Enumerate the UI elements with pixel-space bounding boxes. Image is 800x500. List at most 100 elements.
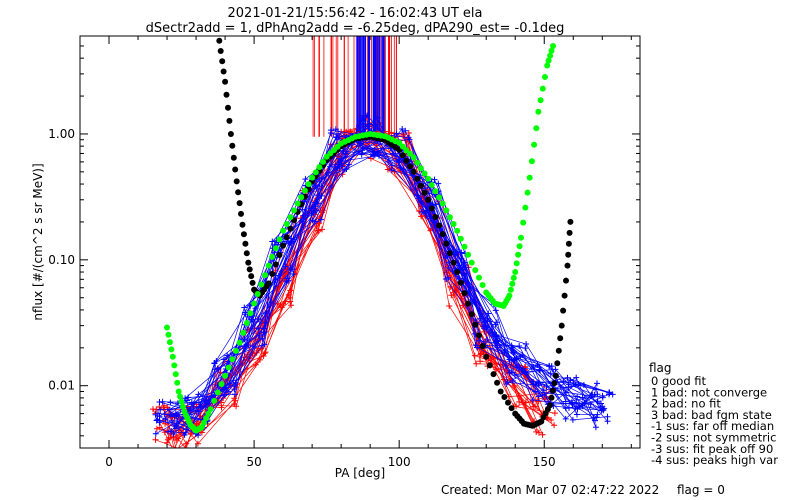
y-tick-label: 0.01 (48, 379, 75, 393)
chart-title-line2: dSectr2add = 1, dPhAng2add = -6.25deg, d… (146, 21, 565, 36)
series-red-marker (198, 429, 205, 436)
series-blue-marker (483, 324, 490, 331)
series-red-marker (477, 358, 484, 365)
series-black-point (472, 321, 479, 328)
series-black-point (446, 250, 453, 257)
series-green-point (507, 286, 514, 293)
series-green-point (301, 187, 308, 194)
series-green-point (214, 389, 221, 396)
series-black-point (227, 131, 234, 137)
series-black-point (436, 222, 443, 229)
series-blue-marker (435, 180, 442, 187)
series-red-marker (277, 302, 284, 308)
series-blue-marker (241, 336, 248, 343)
series-green-point (218, 381, 225, 388)
series-green-point (533, 125, 540, 132)
series-black-point (443, 240, 450, 247)
series-green (164, 43, 556, 434)
series-red (150, 36, 558, 448)
series-black (216, 37, 574, 429)
series-green-point (211, 397, 218, 404)
series-green-point (166, 339, 173, 346)
series-blue-marker (474, 344, 481, 351)
series-green-point (240, 329, 247, 336)
series-green-point (443, 207, 450, 214)
series-green-point (174, 379, 181, 386)
series-red-marker (150, 406, 156, 413)
series-green-point (524, 189, 531, 196)
series-blue-marker (574, 411, 580, 418)
series-black-point (236, 200, 243, 207)
series-red-marker (548, 417, 555, 423)
series-green-point (175, 388, 182, 395)
series-black-point (465, 300, 472, 307)
series-blue-marker (269, 238, 276, 245)
series-black-point (454, 269, 461, 275)
series-blue-marker (318, 192, 325, 199)
series-blue-marker (388, 167, 395, 174)
series-black-point (269, 270, 276, 277)
series-blue-marker (167, 399, 174, 406)
series-black-point (558, 322, 565, 329)
series-green-point (446, 214, 453, 221)
series-green-point (472, 267, 479, 274)
series-red-marker (400, 133, 407, 139)
series-black-point (235, 189, 242, 196)
series-black-point (468, 311, 475, 318)
series-black-point (225, 104, 231, 111)
series-blue-marker (371, 148, 378, 155)
y-tick-label: 0.10 (48, 253, 75, 267)
legend-item: -3 sus: fit peak off 90 (651, 442, 773, 456)
series-blue-marker (445, 274, 452, 281)
series-black-point (494, 379, 501, 386)
series-blue-marker (573, 374, 580, 381)
series-blue-marker (232, 391, 238, 398)
series-layer (150, 36, 616, 448)
series-black-point (551, 380, 558, 387)
series-black-point (428, 205, 435, 212)
series-blue-marker (591, 391, 598, 398)
series-green-point (177, 393, 184, 400)
series-black-point (563, 277, 569, 284)
legend-item: 3 bad: bad fgm state (651, 408, 772, 422)
series-black-point (497, 388, 504, 395)
series-blue-marker (169, 417, 175, 424)
series-black-point (508, 405, 515, 412)
series-blue-marker (157, 406, 164, 413)
series-blue-marker (415, 195, 422, 202)
series-black-point (439, 231, 446, 238)
series-green-point (294, 200, 301, 207)
series-blue-marker (187, 407, 194, 414)
series-blue-marker (156, 419, 163, 426)
series-blue-marker (592, 424, 599, 431)
series-red-marker (551, 422, 558, 429)
series-blue-marker (510, 348, 517, 355)
series-green-point (254, 291, 261, 297)
series-red-marker (165, 436, 171, 443)
series-green-point (236, 339, 243, 346)
series-black-point (476, 332, 482, 339)
series-green-point (164, 324, 170, 331)
series-blue-marker (195, 432, 202, 439)
series-black-point (226, 117, 233, 124)
series-red-marker (282, 298, 289, 305)
series-black-point (239, 221, 246, 228)
series-blue-marker (494, 337, 501, 344)
series-blue-marker (188, 399, 195, 406)
series-green-point (465, 251, 472, 258)
series-blue-marker (285, 277, 292, 284)
series-blue-marker (232, 379, 239, 386)
series-black-point (403, 157, 410, 164)
series-green-point (537, 97, 544, 104)
series-black-point (561, 292, 568, 299)
series-blue-marker (245, 342, 252, 349)
series-green-point (542, 74, 548, 80)
series-green-point (476, 274, 482, 281)
series-blue-marker (154, 416, 161, 423)
series-blue-marker (185, 394, 192, 401)
series-blue-marker (476, 337, 483, 344)
series-blue-marker (606, 389, 613, 396)
series-green-point (247, 310, 254, 317)
series-black-point (217, 48, 224, 54)
series-red-marker (551, 410, 558, 417)
